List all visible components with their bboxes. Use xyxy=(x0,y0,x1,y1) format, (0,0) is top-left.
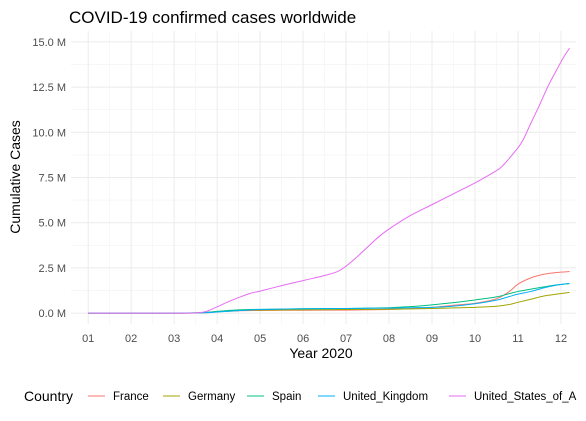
x-tick-label: 04 xyxy=(211,333,223,345)
x-tick-label: 08 xyxy=(383,333,395,345)
series-line-germany xyxy=(88,291,570,314)
y-axis-title: Cumulative Cases xyxy=(7,120,23,234)
y-tick-label: 2.5 M xyxy=(38,263,66,275)
x-tick-label: 11 xyxy=(512,333,523,345)
legend: Country France Germany Spain United_Kingdom… xyxy=(24,388,577,404)
legend-label: Germany xyxy=(188,391,236,403)
y-tick-label: 12.5 M xyxy=(32,82,66,94)
x-tick-label: 07 xyxy=(340,333,352,345)
x-tick-label: 05 xyxy=(254,333,266,345)
y-tick-label: 10.0 M xyxy=(32,127,66,139)
chart-title: COVID-19 confirmed cases worldwide xyxy=(69,8,356,27)
series-lines xyxy=(88,47,570,314)
plot-grid xyxy=(71,31,576,324)
x-tick-label: 09 xyxy=(426,333,438,345)
legend-title: Country xyxy=(24,388,73,404)
series-line-france xyxy=(88,271,570,314)
y-tick-label: 7.5 M xyxy=(38,173,66,185)
x-tick-label: 03 xyxy=(168,333,180,345)
legend-label: United_Kingdom xyxy=(343,391,428,403)
legend-label: Spain xyxy=(272,391,301,403)
x-axis-ticks: 01 02 03 04 05 06 07 08 09 10 11 12 xyxy=(82,333,567,345)
series-line-united-states-of-a xyxy=(88,47,570,314)
y-tick-label: 5.0 M xyxy=(38,218,66,230)
x-tick-label: 12 xyxy=(555,333,567,345)
legend-label: France xyxy=(113,391,149,403)
x-tick-label: 01 xyxy=(82,333,94,345)
y-tick-label: 0.0 M xyxy=(38,308,66,320)
legend-label: United_States_of_A xyxy=(474,391,577,403)
y-tick-label: 15.0 M xyxy=(32,37,66,49)
x-axis-title: Year 2020 xyxy=(289,345,353,361)
x-tick-label: 06 xyxy=(297,333,309,345)
x-tick-label: 02 xyxy=(125,333,137,345)
x-tick-label: 10 xyxy=(469,333,481,345)
y-axis-ticks: 0.0 M 2.5 M 5.0 M 7.5 M 10.0 M 12.5 M 15.0 M xyxy=(32,37,66,320)
series-line-united-kingdom xyxy=(88,282,570,314)
